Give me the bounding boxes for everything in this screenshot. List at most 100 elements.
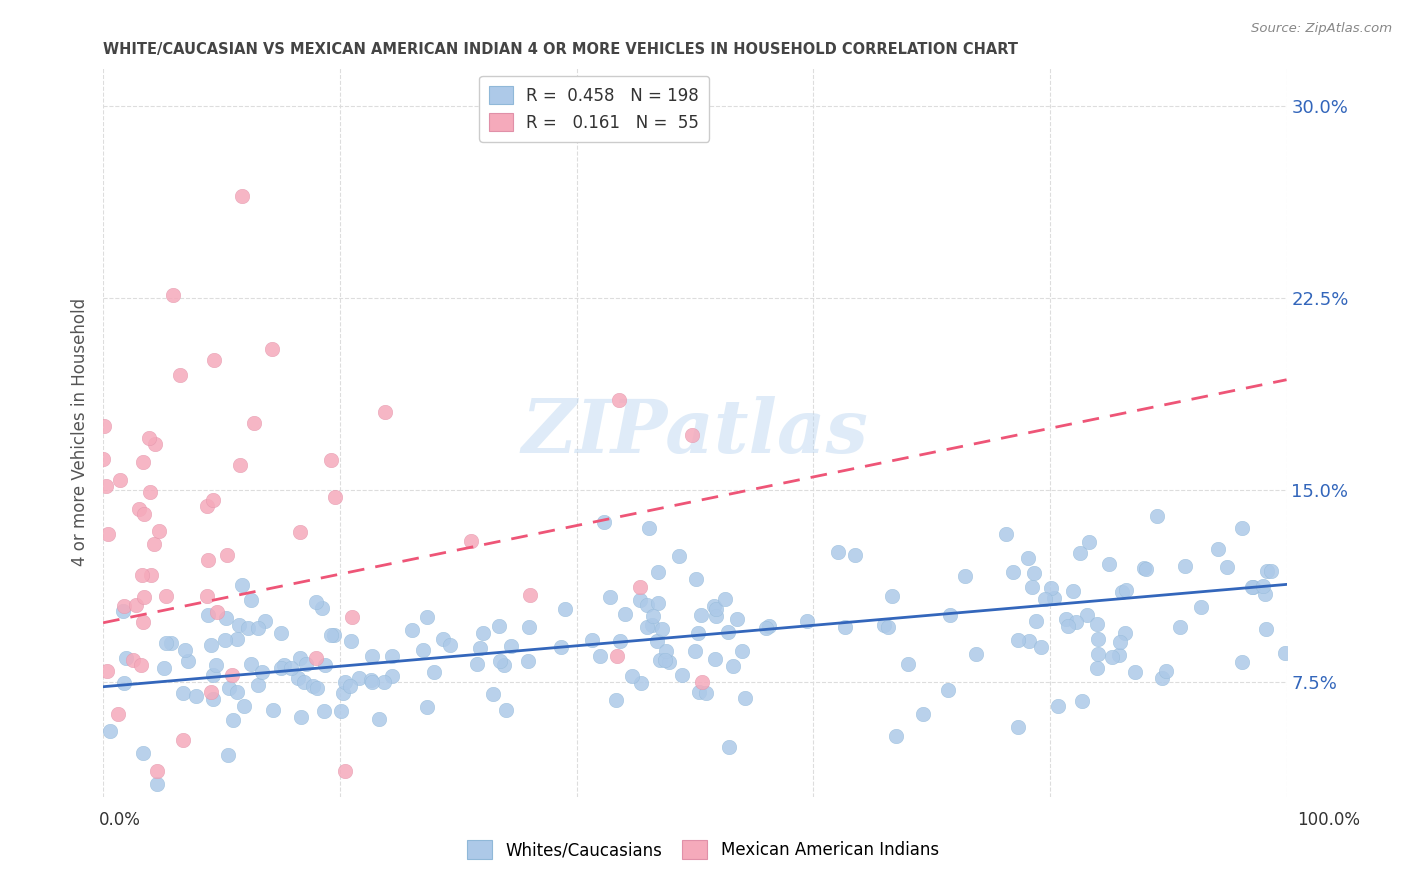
Point [550,640,572,655]
Point [688,685,710,699]
Point [1254,587,1277,601]
Point [1256,564,1278,578]
Text: WHITE/CAUCASIAN VS MEXICAN AMERICAN INDIAN 4 OR MORE VEHICLES IN HOUSEHOLD CORRE: WHITE/CAUCASIAN VS MEXICAN AMERICAN INDI… [103,42,1018,57]
Point [205,657,228,672]
Point [233,699,256,714]
Point [202,352,225,367]
Point [215,611,238,625]
Point [129,657,152,672]
Point [1085,661,1108,675]
Point [1240,581,1263,595]
Point [936,683,959,698]
Point [361,648,384,663]
Point [254,614,277,628]
Point [955,569,977,583]
Point [994,526,1017,541]
Point [758,619,780,633]
Point [1043,591,1066,606]
Point [703,599,725,613]
Point [290,710,312,724]
Point [1206,542,1229,557]
Point [912,706,935,721]
Point [93,418,115,433]
Point [169,368,191,382]
Point [367,712,389,726]
Point [148,524,170,539]
Point [342,609,364,624]
Point [873,618,896,632]
Point [654,653,676,667]
Point [1057,619,1080,633]
Point [270,661,292,675]
Point [111,604,134,618]
Point [294,657,316,671]
Point [1087,647,1109,661]
Point [1108,648,1130,663]
Point [112,599,135,614]
Point [599,591,621,605]
Point [671,667,693,681]
Point [381,648,404,663]
Point [138,431,160,445]
Point [1132,561,1154,575]
Point [717,625,740,640]
Point [146,764,169,779]
Point [1189,600,1212,615]
Point [273,658,295,673]
Point [1021,580,1043,594]
Point [96,665,118,679]
Point [307,681,329,696]
Point [488,618,510,632]
Point [468,641,491,656]
Point [609,634,631,648]
Point [1260,564,1282,578]
Point [1069,546,1091,560]
Point [139,485,162,500]
Point [122,653,145,667]
Point [648,652,671,666]
Point [754,621,776,635]
Point [160,636,183,650]
Point [333,764,356,779]
Point [172,732,194,747]
Point [1007,720,1029,734]
Point [262,342,284,356]
Point [494,657,516,672]
Point [373,675,395,690]
Point [401,624,423,638]
Point [155,636,177,650]
Point [1150,671,1173,685]
Point [488,654,510,668]
Point [628,580,651,594]
Point [142,537,165,551]
Point [1001,566,1024,580]
Text: 100.0%: 100.0% [1298,811,1360,829]
Point [332,686,354,700]
Point [1076,608,1098,623]
Point [1007,633,1029,648]
Point [727,612,749,626]
Point [347,671,370,685]
Point [200,638,222,652]
Point [162,288,184,302]
Point [340,634,363,648]
Point [554,602,576,616]
Point [593,515,616,529]
Point [1115,582,1137,597]
Point [1232,655,1254,669]
Point [589,649,612,664]
Point [173,642,195,657]
Point [323,490,346,504]
Point [139,568,162,582]
Point [240,657,263,672]
Point [714,592,737,607]
Point [145,777,167,791]
Point [704,608,727,623]
Point [1046,698,1069,713]
Point [876,620,898,634]
Point [319,628,342,642]
Point [1101,650,1123,665]
Point [218,681,240,695]
Point [217,548,239,562]
Point [228,617,250,632]
